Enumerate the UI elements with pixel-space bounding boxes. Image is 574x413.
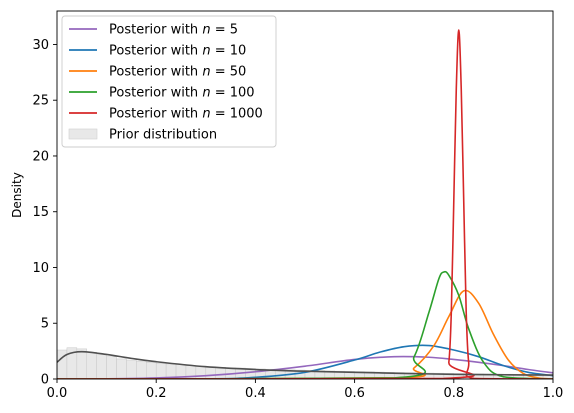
y-tick-label: 20 bbox=[32, 149, 49, 164]
histogram-bar bbox=[76, 348, 88, 379]
legend-label-prefix: Posterior with bbox=[109, 65, 202, 80]
legend-label-prefix: Posterior with bbox=[109, 44, 202, 59]
legend-label: Prior distribution bbox=[109, 128, 217, 143]
y-tick-label: 25 bbox=[32, 94, 49, 109]
histogram-bar bbox=[96, 354, 107, 379]
histogram-bar bbox=[136, 360, 147, 379]
legend-label: Posterior with n = 100 bbox=[109, 86, 255, 101]
x-tick-label: 0.0 bbox=[47, 386, 68, 401]
histogram-bar bbox=[195, 365, 207, 379]
legend-label: Posterior with n = 5 bbox=[109, 23, 238, 38]
histogram-bar bbox=[215, 367, 226, 379]
legend-label-num: 1000 bbox=[230, 107, 263, 122]
legend-label-eq: = bbox=[211, 44, 230, 59]
series-line-4 bbox=[57, 29, 553, 379]
histogram-bar bbox=[146, 362, 157, 379]
x-tick-label: 1.0 bbox=[543, 386, 564, 401]
legend-label-eq: = bbox=[211, 86, 230, 101]
legend-label-prefix: Prior distribution bbox=[109, 128, 217, 143]
legend-label-var: n bbox=[202, 65, 210, 80]
legend-label-eq: = bbox=[211, 65, 230, 80]
legend-label-num: 5 bbox=[230, 23, 238, 38]
legend-label-eq: = bbox=[211, 107, 230, 122]
y-tick-label: 10 bbox=[32, 261, 49, 276]
histogram-bar bbox=[155, 363, 167, 379]
series-lines bbox=[57, 29, 553, 379]
legend-box bbox=[61, 15, 277, 148]
x-tick-label: 0.4 bbox=[245, 386, 266, 401]
y-tick-label: 0 bbox=[41, 373, 49, 388]
legend-label-var: n bbox=[202, 107, 210, 122]
legend-label: Posterior with n = 10 bbox=[109, 44, 246, 59]
y-tick-label: 15 bbox=[32, 205, 49, 220]
x-tick-label: 0.2 bbox=[146, 386, 167, 401]
legend-label-eq: = bbox=[211, 23, 230, 38]
axes: 0.0 0.2 0.4 0.6 0.8 1.0 0 5 10 15 20 25 30 Density bbox=[10, 10, 564, 401]
legend-label-prefix: Posterior with bbox=[109, 86, 202, 101]
legend-label-prefix: Posterior with bbox=[109, 23, 202, 38]
series-line-5 bbox=[57, 350, 553, 376]
histogram-bar bbox=[116, 358, 127, 379]
plot-frame bbox=[56, 10, 554, 380]
y-axis-label: Density bbox=[10, 172, 24, 218]
legend-label: Posterior with n = 1000 bbox=[109, 107, 263, 122]
legend-patch-swatch bbox=[68, 128, 98, 140]
histogram-bar bbox=[106, 356, 117, 379]
prior-histogram bbox=[57, 347, 553, 379]
histogram-bar bbox=[86, 351, 97, 379]
histogram-bar bbox=[126, 359, 137, 379]
y-tick-label: 30 bbox=[32, 38, 49, 53]
legend-label-var: n bbox=[202, 23, 210, 38]
histogram-bar bbox=[205, 366, 216, 379]
legend-label-num: 100 bbox=[230, 86, 255, 101]
legend-label-num: 50 bbox=[230, 65, 247, 80]
legend-label-var: n bbox=[202, 44, 210, 59]
x-tick-label: 0.6 bbox=[344, 386, 365, 401]
legend-label-num: 10 bbox=[230, 44, 247, 59]
x-tick-label: 0.8 bbox=[443, 386, 464, 401]
y-tick-label: 5 bbox=[41, 317, 49, 332]
legend-label-prefix: Posterior with bbox=[109, 107, 202, 122]
legend-label: Posterior with n = 50 bbox=[109, 65, 246, 80]
legend-label-var: n bbox=[202, 86, 210, 101]
